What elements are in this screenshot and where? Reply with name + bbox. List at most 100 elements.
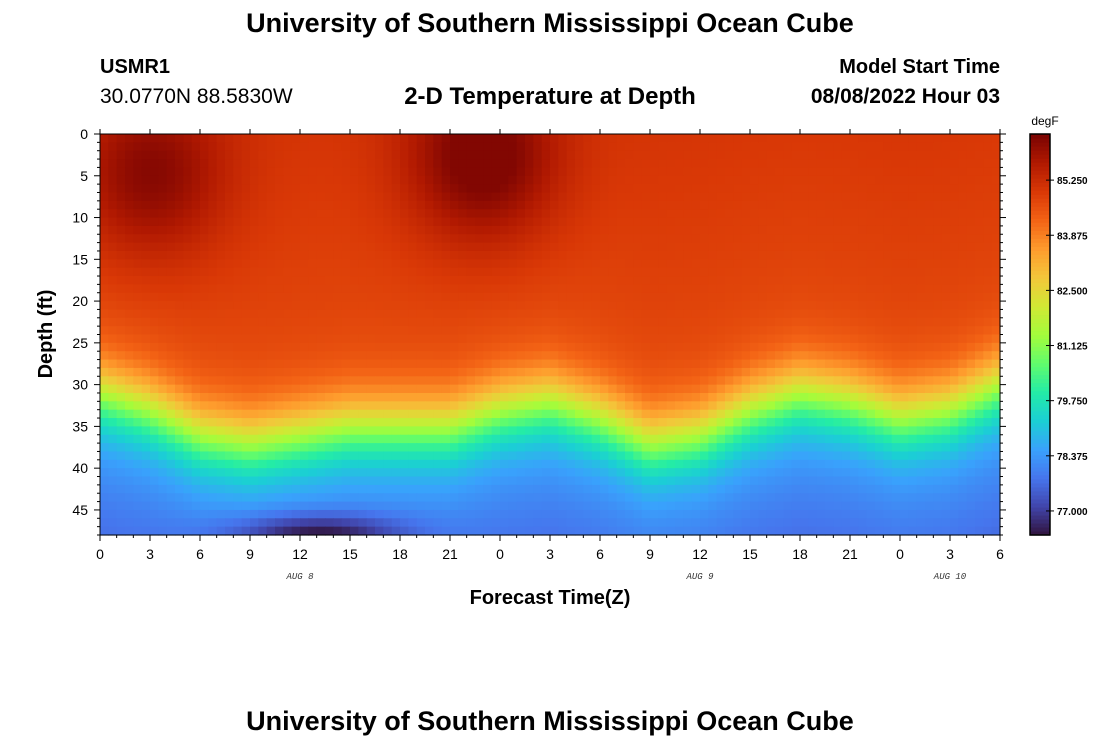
heatmap-cell [991,167,1001,177]
heatmap-cell [116,309,126,319]
heatmap-cell [708,342,718,352]
heatmap-cell [141,234,151,244]
heatmap-cell [183,326,193,336]
heatmap-cell [566,392,576,402]
heatmap-cell [816,326,826,336]
heatmap-cell [525,493,534,503]
heatmap-cell [133,267,143,277]
heatmap-cell [383,317,393,327]
heatmap-cell [725,409,734,419]
heatmap-cell [708,443,718,453]
heatmap-cell [125,468,134,478]
heatmap-cell [733,284,743,294]
heatmap-cell [533,376,543,386]
heatmap-cell [791,468,801,478]
heatmap-cell [108,284,118,294]
heatmap-cell [283,217,293,227]
heatmap-cell [208,217,218,227]
heatmap-cell [683,309,693,319]
heatmap-cell [616,342,626,352]
heatmap-cell [891,451,901,461]
heatmap-cell [825,167,834,177]
heatmap-cell [758,501,768,511]
heatmap-cell [208,367,218,377]
heatmap-cell [916,200,926,210]
heatmap-cell [558,200,568,210]
heatmap-cell [708,501,718,511]
heatmap-cell [441,250,451,260]
heatmap-cell [458,276,468,285]
heatmap-cell [558,317,568,327]
heatmap-cell [183,392,193,402]
heatmap-cell [191,301,201,311]
heatmap-cell [725,200,734,210]
heatmap-cell [158,225,168,235]
heatmap-cell [558,509,568,519]
heatmap-cell [533,267,543,277]
heatmap-cell [541,451,551,461]
heatmap-cell [875,250,884,260]
heatmap-cell [583,234,593,244]
heatmap-cell [891,476,901,486]
heatmap-cell [816,267,826,277]
heatmap-cell [791,250,801,260]
heatmap-cell [400,150,409,160]
heatmap-cell [833,159,843,169]
heatmap-cell [750,217,759,227]
heatmap-cell [591,351,601,361]
heatmap-cell [283,326,293,336]
heatmap-cell [241,351,251,361]
heatmap-cell [608,476,618,486]
heatmap-cell [741,225,751,235]
heatmap-cell [141,192,151,202]
heatmap-cell [958,443,968,453]
heatmap-cell [666,493,676,503]
heatmap-cell [358,376,368,386]
heatmap-cell [908,267,918,277]
heatmap-cell [758,351,768,361]
heatmap-cell [208,159,218,169]
heatmap-cell [691,267,701,277]
heatmap-cell [833,292,843,302]
heatmap-cell [716,242,726,252]
heatmap-cell [650,367,659,377]
heatmap-cell [908,234,918,244]
heatmap-cell [683,242,693,252]
heatmap-cell [758,418,768,427]
heatmap-cell [316,501,326,511]
heatmap-cell [991,200,1001,210]
heatmap-cell [308,134,318,143]
heatmap-cell [316,242,326,252]
heatmap-cell [416,225,426,235]
heatmap-cell [358,342,368,352]
heatmap-cell [850,242,859,252]
heatmap-cell [816,459,826,469]
heatmap-cell [975,409,984,419]
heatmap-cell [208,225,218,235]
heatmap-cell [625,451,634,461]
heatmap-cell [750,434,759,444]
heatmap-cell [158,142,168,152]
heatmap-cell [941,200,951,210]
heatmap-cell [891,418,901,427]
heatmap-cell [966,225,976,235]
heatmap-cell [491,376,501,386]
heatmap-cell [233,167,243,177]
heatmap-cell [533,259,543,269]
heatmap-cell [825,309,834,319]
heatmap-cell [216,234,226,244]
heatmap-cell [475,292,484,302]
heatmap-cell [541,234,551,244]
heatmap-cell [216,242,226,252]
heatmap-cell [383,234,393,244]
heatmap-cell [175,367,184,377]
heatmap-cell [158,159,168,169]
heatmap-cell [350,493,359,503]
heatmap-cell [150,142,159,152]
heatmap-cell [675,443,684,453]
heatmap-cell [625,175,634,185]
heatmap-cell [125,501,134,511]
heatmap-cell [641,217,651,227]
heatmap-cell [525,334,534,344]
heatmap-cell [566,334,576,344]
